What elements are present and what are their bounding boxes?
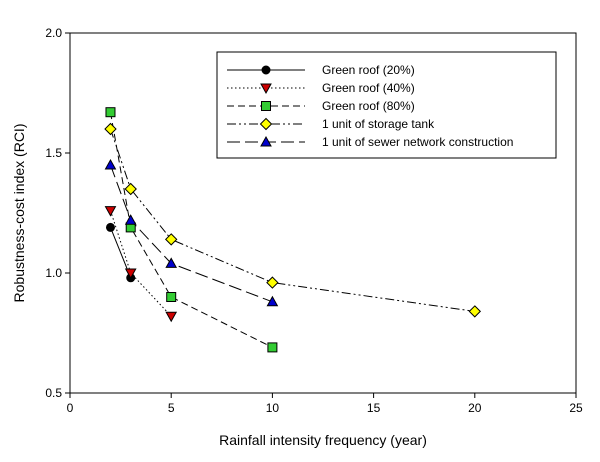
y-tick-label: 1.5 [45, 146, 62, 160]
series-line [109, 112, 273, 348]
x-tick-label: 0 [67, 401, 74, 415]
data-point [468, 305, 482, 318]
legend-marker [261, 65, 271, 75]
series-line [110, 164, 273, 303]
legend-marker [261, 101, 271, 111]
legend-entry: 1 unit of storage tank [227, 117, 435, 131]
legend: Green roof (20%) Green roof (40%) Green ro… [216, 51, 557, 159]
data-point [166, 292, 177, 302]
legend-label: Green roof (20%) [322, 63, 415, 77]
axis-ticks: 0 5 10 15 20 25 0.5 1.0 1.5 2.0 [45, 26, 583, 415]
y-tick-label: 1.0 [45, 266, 62, 280]
data-point [104, 158, 117, 170]
x-tick-label: 25 [569, 401, 583, 415]
data-point [124, 268, 137, 280]
data-point [267, 342, 278, 353]
x-tick-label: 20 [468, 401, 482, 415]
y-tick-label: 2.0 [45, 26, 62, 40]
legend-marker [260, 83, 272, 95]
x-tick-label: 15 [367, 401, 381, 415]
data-point [105, 222, 115, 232]
data-point [165, 257, 178, 268]
data-point [124, 214, 137, 225]
y-axis-label: Robustness-cost index (RCI) [11, 124, 27, 303]
y-tick-label: 0.5 [45, 386, 62, 400]
series-5 [104, 158, 279, 307]
legend-label: 1 unit of storage tank [322, 117, 435, 131]
data-point [124, 182, 137, 196]
legend-items: Green roof (20%) Green roof (40%) Green ro… [227, 63, 513, 149]
legend-marker [259, 117, 273, 131]
data-point [164, 233, 178, 246]
data-point [266, 295, 279, 307]
data-point [104, 206, 117, 217]
series-4 [104, 122, 482, 318]
x-tick-label: 5 [168, 401, 175, 415]
data-point [266, 276, 279, 289]
data-point [105, 107, 116, 118]
series-layer [104, 107, 482, 353]
x-tick-label: 10 [266, 401, 280, 415]
legend-label: Green roof (80%) [322, 99, 415, 113]
legend-entry: Green roof (20%) [227, 63, 415, 77]
data-point [104, 122, 117, 136]
x-axis-label: Rainfall intensity frequency (year) [219, 432, 427, 448]
legend-label: 1 unit of sewer network construction [322, 135, 513, 149]
legend-entry: Green roof (40%) [227, 81, 415, 95]
series-3 [105, 107, 278, 353]
series-2 [104, 206, 178, 323]
series-line [110, 210, 172, 317]
plot-frame [69, 32, 577, 394]
legend-entry: 1 unit of sewer network construction [227, 135, 513, 149]
legend-label: Green roof (40%) [322, 81, 415, 95]
legend-entry: Green roof (80%) [227, 99, 415, 113]
data-point [165, 311, 178, 323]
legend-marker [260, 135, 272, 147]
